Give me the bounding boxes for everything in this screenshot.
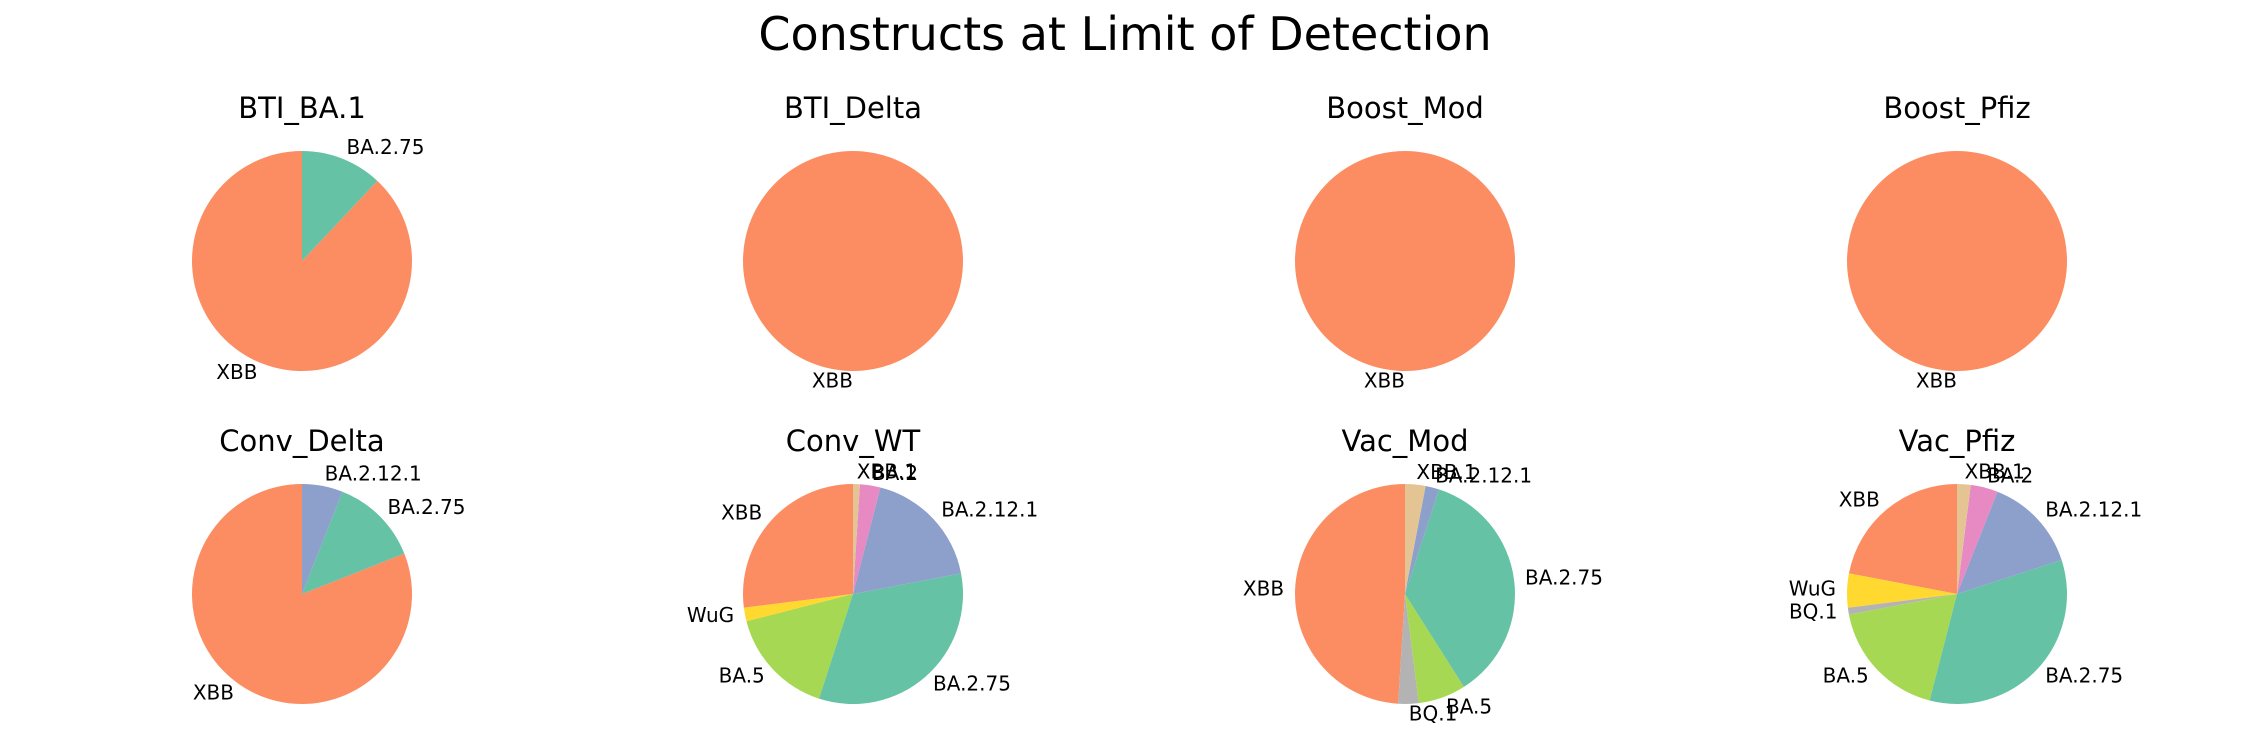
chart-title: Constructs at Limit of Detection bbox=[758, 7, 1491, 61]
pie-slice-xbb-1 bbox=[853, 484, 860, 594]
pie-slice-label: BA.2.75 bbox=[933, 671, 1011, 695]
pie-title: BTI_BA.1 bbox=[238, 91, 366, 125]
pie-slice-ba-2 bbox=[1957, 484, 1998, 594]
pie-slice-xbb bbox=[743, 151, 963, 371]
pie-slice-wug bbox=[1846, 573, 1957, 608]
pie-slice-label: BA.5 bbox=[1446, 694, 1492, 718]
pie-slice-label: BA.5 bbox=[1823, 663, 1869, 687]
pie-slice-ba-2-12-1 bbox=[1957, 491, 2062, 594]
pie-slice-ba-5 bbox=[746, 594, 853, 699]
pie-slice-label: BA.2.75 bbox=[2045, 663, 2123, 687]
pie-bti-ba-1: BTI_BA.1 XBB BA.2.75 bbox=[192, 91, 424, 384]
pie-bti-delta: BTI_Delta XBB bbox=[743, 91, 963, 393]
pie-slice-xbb bbox=[192, 484, 413, 704]
pie-slice-ba-2-75 bbox=[302, 151, 378, 261]
pie-slice-label: BA.2.12.1 bbox=[1435, 463, 1532, 487]
pie-title: Conv_Delta bbox=[219, 424, 384, 458]
pie-title: Boost_Mod bbox=[1326, 91, 1484, 125]
pie-slice-label: XBB bbox=[216, 360, 257, 384]
pie-slice-label: XBB.1 bbox=[1416, 460, 1476, 484]
pie-slice-label: BA.2.75 bbox=[347, 135, 425, 159]
pie-slice-xbb-1 bbox=[1957, 484, 1971, 594]
pie-title: Vac_Pfiz bbox=[1899, 424, 2016, 458]
pie-title: Boost_Pfiz bbox=[1883, 91, 2030, 125]
pie-slice-label: WuG bbox=[687, 603, 734, 627]
pie-slice-xbb bbox=[1295, 151, 1515, 371]
pie-title: Conv_WT bbox=[786, 424, 921, 458]
pie-slice-label: BA.2.12.1 bbox=[2045, 498, 2142, 522]
pie-slice-label: BA.2.12.1 bbox=[941, 498, 1038, 522]
pie-slice-label: BA.2 bbox=[1987, 463, 2033, 487]
pie-slice-label: XBB.1 bbox=[857, 460, 917, 484]
pie-slice-label: XBB bbox=[1364, 369, 1405, 393]
pie-slice-ba-2-75 bbox=[302, 491, 405, 594]
pie-boost-mod: Boost_Mod XBB bbox=[1295, 91, 1515, 393]
pie-slice-label: XBB bbox=[1243, 577, 1284, 601]
pie-boost-pfiz: Boost_Pfiz XBB bbox=[1847, 91, 2067, 393]
pie-slice-xbb bbox=[742, 484, 853, 608]
pie-slice-label: XBB bbox=[1839, 487, 1880, 511]
pie-slice-wug bbox=[743, 594, 853, 622]
pie-slice-label: BQ.1 bbox=[1409, 701, 1458, 725]
pie-title: BTI_Delta bbox=[784, 91, 922, 125]
pie-slice-xbb bbox=[1295, 484, 1405, 704]
pie-slice-xbb bbox=[1848, 483, 1957, 594]
pie-slice-label: BA.2 bbox=[872, 461, 918, 485]
pie-slice-ba-2-12-1 bbox=[853, 487, 962, 594]
pie-slice-label: WuG bbox=[1789, 577, 1836, 601]
pie-slice-ba-5 bbox=[1848, 594, 1957, 701]
pie-slice-label: XBB bbox=[193, 681, 234, 705]
pie-conv-wt: Conv_WT XBB WuG BA.5 BA.2.75 BA.2.12.1 BA.2XBB… bbox=[687, 424, 1038, 704]
pie-slice-label: BA.2.12.1 bbox=[325, 462, 422, 486]
pie-slice-xbb bbox=[1847, 151, 2067, 371]
pie-slice-label: XBB bbox=[721, 500, 762, 524]
pie-slice-label: XBB bbox=[1916, 369, 1957, 393]
pie-slice-ba-2-12-1 bbox=[302, 484, 343, 594]
pie-slice-bq-1 bbox=[1398, 594, 1419, 704]
pie-slice-label: XBB bbox=[812, 369, 853, 393]
pie-slice-label: BQ.1 bbox=[1789, 599, 1838, 623]
pie-slice-ba-2 bbox=[853, 484, 881, 594]
pie-slice-ba-2-12-1 bbox=[1405, 485, 1439, 594]
pie-slice-xbb-1 bbox=[1405, 484, 1426, 594]
pie-slice-ba-2-75 bbox=[1405, 489, 1515, 687]
pie-conv-delta: Conv_Delta XBB BA.2.75 BA.2.12.1 bbox=[192, 424, 466, 705]
pie-slice-label: BA.5 bbox=[719, 663, 765, 687]
pie-slice-ba-2-75 bbox=[1929, 560, 2067, 704]
pie-slice-ba-5 bbox=[1405, 594, 1464, 704]
pie-slice-label: BA.2.75 bbox=[1525, 565, 1603, 589]
pie-slice-label: XBB.1 bbox=[1965, 460, 2025, 484]
pie-slice-ba-2-75 bbox=[819, 573, 963, 704]
pie-slice-bq-1 bbox=[1847, 594, 1957, 615]
pie-slice-label: BA.2.75 bbox=[388, 495, 466, 519]
pie-title: Vac_Mod bbox=[1342, 424, 1469, 458]
